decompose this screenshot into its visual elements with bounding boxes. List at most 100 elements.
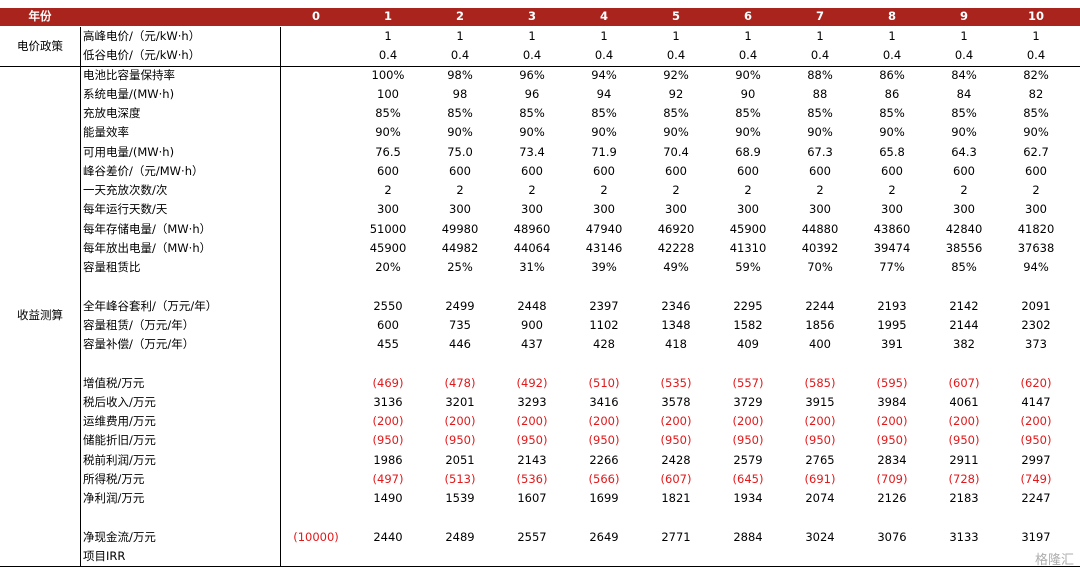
row-label: 净现金流/万元 — [83, 529, 156, 544]
cell-value: 65.8 — [879, 144, 905, 159]
cell-value: (492) — [516, 375, 548, 390]
cell-value: 47940 — [585, 221, 623, 236]
cell-value: 85% — [375, 106, 401, 120]
cell-value: 373 — [1025, 337, 1047, 351]
cell-value: 455 — [377, 337, 399, 351]
cell-value: 600 — [593, 163, 615, 178]
cell-value: 3076 — [877, 529, 907, 544]
row-label: 容量补偿/（万元/年） — [83, 337, 195, 351]
cell-value: (645) — [732, 471, 764, 486]
cell-value: 46920 — [657, 221, 695, 236]
cell-value: 300 — [665, 202, 687, 217]
header-year: 6 — [743, 9, 752, 23]
cell-value: (950) — [876, 433, 908, 448]
cell-value: 3133 — [949, 529, 979, 544]
cell-value: 2771 — [661, 529, 691, 544]
cell-value: 85% — [447, 106, 473, 120]
header-year: 2 — [455, 9, 464, 23]
cell-value: 2302 — [1021, 317, 1051, 332]
cell-value: 1 — [528, 29, 536, 43]
cell-value: 1348 — [661, 317, 691, 332]
row-label: 增值税/万元 — [83, 375, 145, 390]
cell-value: 85% — [951, 106, 977, 120]
cell-value: 62.7 — [1023, 144, 1049, 159]
cell-value: 85% — [735, 106, 761, 120]
cell-value: (950) — [1020, 433, 1052, 448]
row-label: 全年峰谷套利/（万元/年） — [83, 298, 218, 313]
cell-value: 3984 — [877, 394, 907, 409]
cell-value: (950) — [804, 433, 836, 448]
cell-value: 2183 — [949, 491, 979, 505]
cell-value: 90 — [740, 86, 756, 101]
cell-value: 0.4 — [378, 48, 398, 63]
cell-value: 82% — [1023, 67, 1049, 82]
cell-value: 4061 — [949, 394, 979, 409]
header-year: 9 — [959, 9, 968, 23]
cell-value: 2051 — [445, 452, 475, 467]
cell-value: (10000) — [293, 529, 339, 544]
header-year: 3 — [527, 9, 536, 23]
row-label: 电池比容量保持率 — [83, 67, 175, 82]
cell-value: 2143 — [517, 452, 547, 467]
row-label: 净利润/万元 — [83, 491, 145, 505]
cell-value: 86 — [884, 86, 900, 101]
cell-value: 1 — [600, 29, 608, 43]
cell-value: (709) — [876, 471, 908, 486]
cell-value: 300 — [1025, 202, 1047, 217]
cell-value: 2126 — [877, 491, 907, 505]
cell-value: 3416 — [589, 394, 619, 409]
cell-value: (557) — [732, 375, 764, 390]
header-year: 5 — [671, 9, 680, 23]
cell-value: (200) — [588, 414, 620, 428]
cell-value: (497) — [372, 471, 404, 486]
cell-value: (691) — [804, 471, 836, 486]
cell-value: 90% — [519, 125, 545, 140]
cell-value: (749) — [1020, 471, 1052, 486]
cell-value: 400 — [809, 337, 831, 351]
header-year: 0 — [311, 9, 320, 23]
row-label: 项目IRR — [83, 548, 126, 563]
cell-value: 2 — [816, 183, 824, 197]
cell-value: (950) — [372, 433, 404, 448]
header-year: 10 — [1027, 9, 1044, 23]
cell-value: 42840 — [945, 221, 983, 236]
cell-value: 77% — [879, 260, 905, 274]
cell-value: 600 — [809, 163, 831, 178]
cell-value: (950) — [948, 433, 980, 448]
cell-value: 100% — [371, 67, 405, 82]
cell-value: 2911 — [949, 452, 979, 467]
cell-value: 44982 — [441, 240, 479, 255]
cell-value: 2884 — [733, 529, 763, 544]
cell-value: (200) — [804, 414, 836, 428]
cell-value: 1607 — [517, 491, 547, 505]
cell-value: 600 — [377, 317, 399, 332]
cell-value: 300 — [953, 202, 975, 217]
cell-value: 2649 — [589, 529, 619, 544]
cell-value: 90% — [807, 125, 833, 140]
cell-value: 20% — [375, 260, 401, 274]
cell-value: 1 — [744, 29, 752, 43]
cell-value: 0.4 — [882, 48, 902, 63]
cell-value: (950) — [588, 433, 620, 448]
cell-value: (950) — [732, 433, 764, 448]
cell-value: (200) — [516, 414, 548, 428]
cell-value: 300 — [521, 202, 543, 217]
cell-value: 2091 — [1021, 298, 1051, 313]
cell-value: 48960 — [513, 221, 551, 236]
cell-value: (950) — [444, 433, 476, 448]
cell-value: 2489 — [445, 529, 475, 544]
cell-value: 90% — [447, 125, 473, 140]
cell-value: 94% — [1023, 260, 1049, 274]
cell-value: 0.4 — [594, 48, 614, 63]
row-label: 每年放出电量/（MW·h） — [83, 240, 212, 255]
cell-value: 0.4 — [954, 48, 974, 63]
cell-value: 40392 — [801, 240, 839, 255]
cell-value: 2 — [528, 183, 536, 197]
cell-value: 1582 — [733, 317, 763, 332]
cell-value: 600 — [521, 163, 543, 178]
cell-value: (620) — [1020, 375, 1052, 390]
cell-value: 300 — [809, 202, 831, 217]
cell-value: 600 — [377, 163, 399, 178]
cell-value: 43146 — [585, 240, 623, 255]
header-year: 1 — [383, 9, 392, 23]
